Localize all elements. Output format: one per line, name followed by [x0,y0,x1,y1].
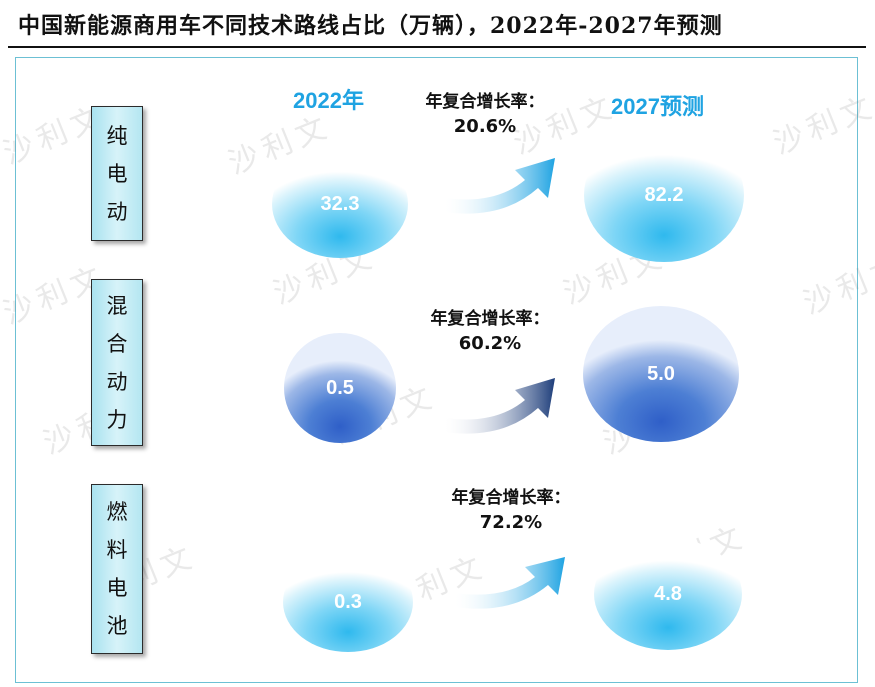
row-label-pure-electric: 纯 电 动 [91,106,143,241]
bubble-2027-pure-electric: 82.2 [584,128,744,262]
cagr-fuel-cell: 年复合增长率： 72.2% [451,488,571,533]
title-underline [8,46,866,48]
header-2022: 2022年 [293,88,364,113]
bubble-2022-fuel-cell: 0.3 [283,552,413,652]
row-label-hybrid: 混 合 动 力 [91,279,143,446]
bubble-2022-hybrid: 0.5 [284,333,396,443]
bubble-2027-fuel-cell: 4.8 [594,538,742,650]
bubble-2027-hybrid: 5.0 [583,306,739,442]
cagr-pure-electric: 年复合增长率： 20.6% [425,92,545,137]
row-label-fuel-cell: 燃 料 电 池 [91,484,143,654]
page-title: 中国新能源商用车不同技术路线占比（万辆），2022年-2027年预测 [18,13,723,39]
header-2027: 2027预测 [611,94,704,119]
bubble-2022-pure-electric: 32.3 [272,150,408,258]
growth-arrow [445,378,555,434]
growth-arrow [445,158,555,214]
cagr-hybrid: 年复合增长率： 60.2% [430,309,550,354]
growth-arrow [455,557,565,609]
